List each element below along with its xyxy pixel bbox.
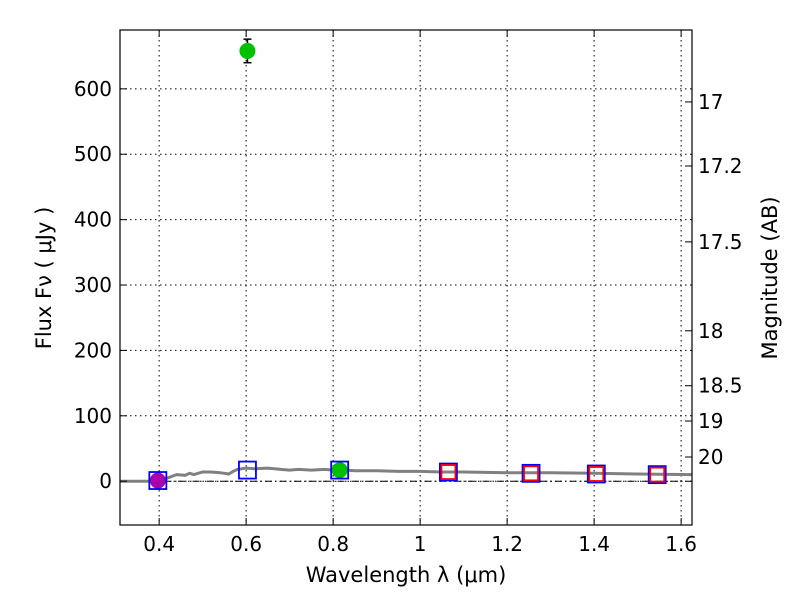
y-tick-label: 400 xyxy=(74,208,112,232)
data-point-square xyxy=(439,462,458,482)
y-axis-label: Flux Fν ( μJy ) xyxy=(32,207,56,350)
data-point-square xyxy=(647,465,667,485)
data-point-square xyxy=(523,465,539,482)
data-point-circle xyxy=(331,462,348,479)
y2-tick-label: 17 xyxy=(698,90,723,114)
data-point-circle xyxy=(149,472,166,489)
y-tick-label: 0 xyxy=(99,469,112,493)
y-axis-ticks: 0 100 200 300 400 500 600 xyxy=(74,77,127,493)
y2-tick-label: 18.5 xyxy=(698,374,743,398)
y-tick-label: 300 xyxy=(74,273,112,297)
x-tick-label: 0.8 xyxy=(317,532,349,556)
y-tick-label: 200 xyxy=(74,338,112,362)
x-tick-label: 0.6 xyxy=(230,532,262,556)
y2-axis-label: Magnitude (AB) xyxy=(758,196,782,359)
x-tick-label: 0.4 xyxy=(143,532,175,556)
y2-tick-label: 20 xyxy=(698,445,723,469)
data-point-square xyxy=(521,463,541,483)
x-tick-label: 1.2 xyxy=(491,532,523,556)
y2-tick-label: 18 xyxy=(698,319,723,343)
data-point-square xyxy=(330,460,350,480)
data-point-square xyxy=(440,464,457,480)
y2-tick-label: 17.2 xyxy=(698,154,743,178)
x-axis-ticks: 0.4 0.6 0.8 1 1.2 1.4 1.6 xyxy=(143,30,697,556)
data-point-square xyxy=(588,466,605,482)
grid-lines xyxy=(120,30,692,525)
y-tick-label: 600 xyxy=(74,77,112,101)
y2-tick-label: 17.5 xyxy=(698,230,743,254)
model-sed-curve xyxy=(120,466,693,483)
data-point-square xyxy=(586,464,606,484)
x-tick-label: 1 xyxy=(414,532,427,556)
y-tick-label: 100 xyxy=(74,404,112,428)
y2-tick-label: 19 xyxy=(698,409,723,433)
data-point-square xyxy=(649,466,666,483)
data-points xyxy=(148,38,667,490)
x-axis-label: Wavelength λ (μm) xyxy=(306,563,507,587)
data-point-circle xyxy=(239,42,256,59)
plot-frame xyxy=(119,29,693,526)
y2-axis-ticks: 17 17.2 17.5 18 18.5 19 20 xyxy=(685,90,743,469)
x-tick-label: 1.6 xyxy=(665,532,697,556)
data-point-square xyxy=(238,460,257,480)
data-point-square xyxy=(148,471,168,490)
y-tick-label: 500 xyxy=(74,142,112,166)
x-tick-label: 1.4 xyxy=(578,532,610,556)
